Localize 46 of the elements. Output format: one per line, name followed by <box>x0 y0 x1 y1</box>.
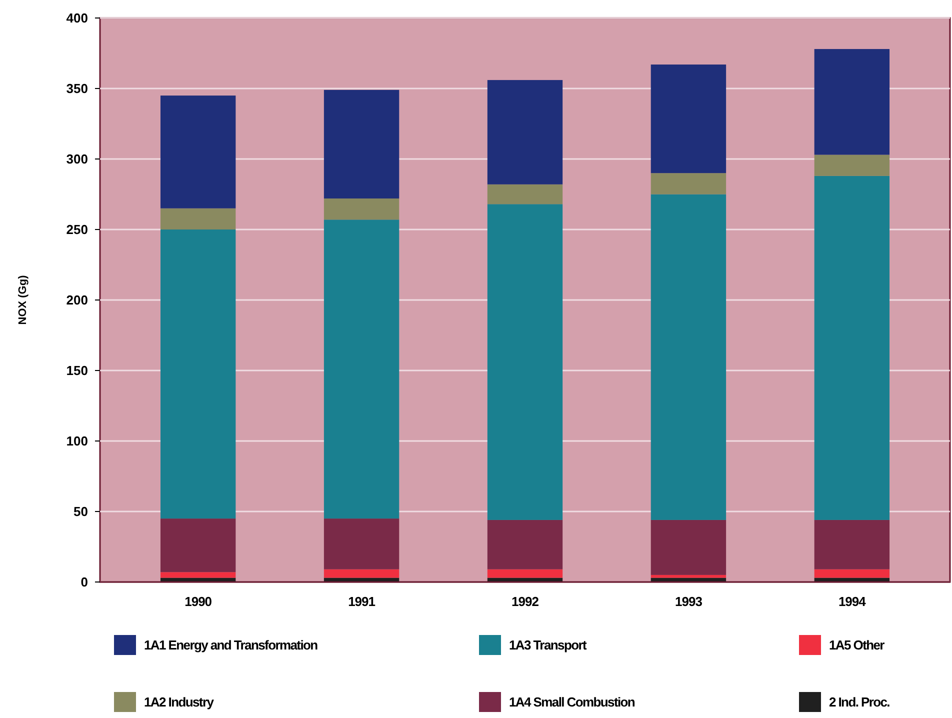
bar <box>814 49 890 155</box>
legend-label: 1A3 Transport <box>509 638 588 653</box>
y-tick-label: 0 <box>80 574 88 590</box>
x-tick-label: 1994 <box>838 594 867 609</box>
bar <box>324 220 400 519</box>
bar <box>160 230 236 519</box>
bar <box>650 194 726 520</box>
legend-label: 1A2 Industry <box>144 694 215 710</box>
legend-label: 2 Ind. Proc. <box>829 694 890 710</box>
x-tick-label: 1992 <box>512 594 539 609</box>
bar <box>814 520 890 570</box>
legend-label: 1A4 Small Combustion <box>509 694 636 710</box>
y-tick-label: 200 <box>66 292 88 308</box>
bar <box>487 204 563 520</box>
bar <box>650 520 726 575</box>
legend-label: 1A1 Energy and Transformation <box>144 638 318 653</box>
y-tick-label: 250 <box>66 222 88 238</box>
x-tick-label: 1991 <box>348 594 376 609</box>
x-tick-label: 1993 <box>675 594 702 609</box>
bar <box>487 80 563 184</box>
bar <box>650 64 726 174</box>
y-tick-label: 150 <box>66 363 88 378</box>
bar <box>324 198 400 220</box>
y-tick-label: 350 <box>66 81 88 96</box>
bar <box>160 208 236 230</box>
y-tick-label: 400 <box>66 10 88 26</box>
bar <box>160 572 236 578</box>
bar <box>650 574 726 578</box>
bar <box>324 518 400 570</box>
x-tick-label: 1990 <box>184 594 212 609</box>
bar <box>487 569 563 578</box>
legend-label: 1A5 Other <box>829 638 885 653</box>
bar <box>160 518 236 572</box>
bar <box>487 184 563 204</box>
y-axis-title: NOX (Gg) <box>17 274 29 325</box>
bar <box>487 520 563 570</box>
bar <box>814 176 890 520</box>
bar <box>814 154 890 176</box>
bar <box>814 569 890 578</box>
bar <box>324 569 400 578</box>
y-tick-label: 300 <box>66 152 88 167</box>
y-tick-label: 100 <box>66 434 88 449</box>
bar <box>324 90 400 198</box>
bar <box>160 96 236 208</box>
bar <box>650 173 726 194</box>
y-tick-label: 50 <box>74 504 88 520</box>
